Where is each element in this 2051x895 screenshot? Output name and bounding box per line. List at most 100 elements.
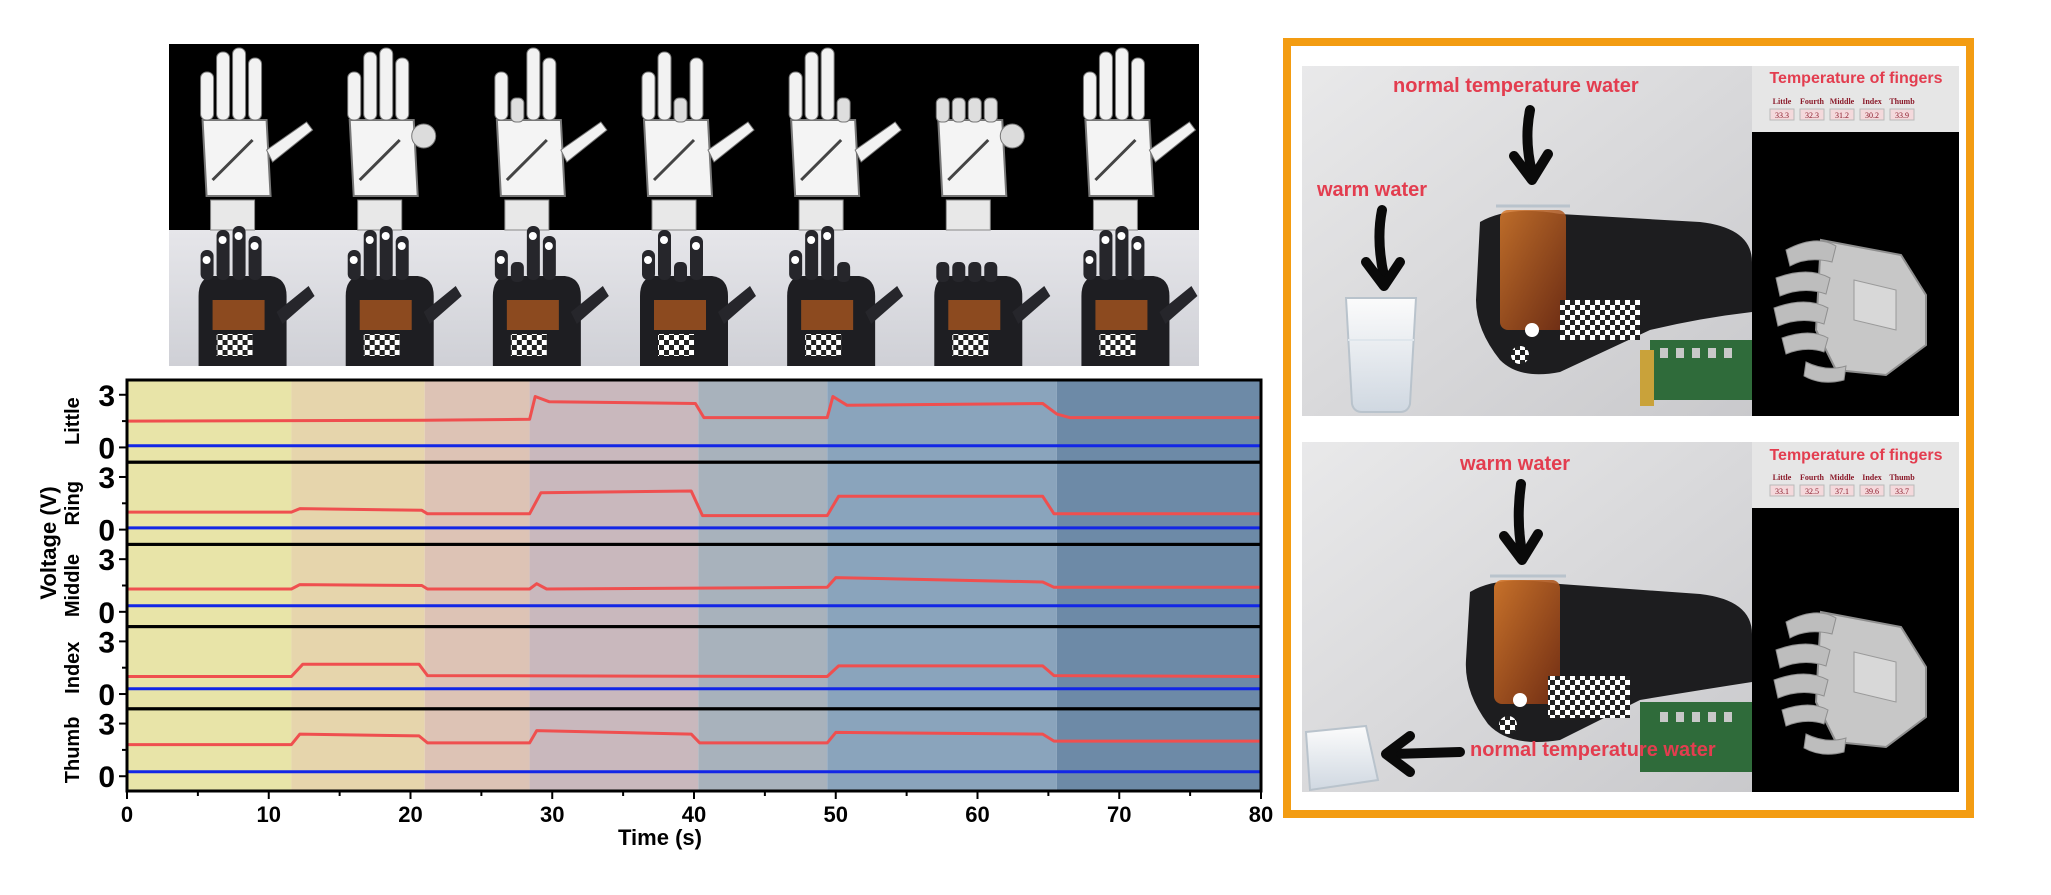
- scene-2-screen-title: Temperature of fingers: [1769, 447, 1942, 464]
- scene-2-label-warm-water: warm water: [1459, 453, 1570, 475]
- scene-1-temperature-table: Little 33.3 Fourth 32.3 Middle 31.2 Index 30.2 T…: [1769, 97, 1915, 121]
- x-tick-label: 30: [540, 802, 564, 827]
- finger-name: Middle: [1830, 97, 1855, 106]
- panel-name-little: Little: [62, 397, 84, 445]
- temp-cell: [1889, 108, 1915, 121]
- y-axis-label: Voltage (V): [36, 486, 61, 599]
- scene-2-arrow-a: [1513, 479, 1527, 557]
- glove-photo-open: [1081, 226, 1198, 366]
- temp-cell: [1829, 108, 1855, 121]
- y-tick-label: 0: [98, 432, 115, 465]
- phase-band: [127, 380, 292, 791]
- y-tick-label: 3: [98, 709, 115, 742]
- x-tick-label: 20: [398, 802, 422, 827]
- finger-temperature: 33.7: [1895, 487, 1909, 496]
- finger-temperature: 32.3: [1805, 111, 1819, 120]
- panel-thumb: 0 3 Thumb: [62, 707, 1263, 794]
- robot-hand-thumb-bent: [347, 47, 437, 231]
- glove-photo-index-bent: [198, 226, 315, 366]
- scene-2-glove: [1465, 574, 1752, 742]
- scene-1-glove: [1476, 204, 1752, 375]
- x-tick-label: 60: [965, 802, 989, 827]
- scene-2: warm water normal temperature water Temp…: [1302, 442, 1959, 792]
- x-tick-label: 10: [257, 802, 281, 827]
- finger-temperature: 37.1: [1835, 487, 1849, 496]
- y-tick-label: 0: [98, 597, 115, 630]
- scene-1: normal temperature water warm water Temp…: [1302, 66, 1959, 416]
- scene-2-screen-header: [1752, 442, 1959, 508]
- finger-temperature: 30.2: [1865, 111, 1879, 120]
- series-line-red: [127, 729, 1261, 747]
- scene-1-arrow-b: [1374, 205, 1389, 281]
- glove-photo-palm-bent: [787, 226, 904, 366]
- temperature-demo-panel: normal temperature water warm water Temp…: [1283, 38, 1974, 818]
- orange-frame: [1283, 38, 1974, 818]
- glove-photo-thumb-bent: [345, 226, 462, 366]
- phase-band: [529, 380, 699, 791]
- y-tick-label: 0: [98, 761, 115, 794]
- y-tick-label: 3: [98, 380, 115, 413]
- series-line-red: [127, 662, 1262, 678]
- y-tick-label: 3: [98, 462, 115, 495]
- robot-hand-row: [200, 47, 1197, 231]
- temp-cell: [1769, 484, 1795, 497]
- robot-hand-open: [1082, 47, 1197, 231]
- series-line-red: [127, 576, 1261, 591]
- x-axis-label: Time (s): [618, 825, 702, 850]
- glove-photo-row: [198, 226, 1198, 366]
- finger-temperature: 32.5: [1805, 487, 1819, 496]
- phase-band: [698, 380, 828, 791]
- x-axis: 0 10 20 30 40 50 60 70 80: [121, 791, 1273, 827]
- temp-cell: [1859, 484, 1885, 497]
- scene-1-screen-header: [1752, 66, 1959, 132]
- scene-2-temperature-table: Little 33.1 Fourth 32.5 Middle 37.1 Index 39.6 T…: [1769, 473, 1915, 497]
- x-tick-label: 0: [121, 802, 133, 827]
- y-tick-label: 0: [98, 679, 115, 712]
- finger-name: Thumb: [1889, 473, 1915, 482]
- temp-cell: [1799, 108, 1825, 121]
- temp-cell: [1859, 108, 1885, 121]
- hand-gesture-strip: [169, 44, 1199, 366]
- temp-cell: [1799, 484, 1825, 497]
- y-tick-label: 3: [98, 626, 115, 659]
- series-line-red: [127, 489, 1261, 518]
- phase-band: [424, 380, 530, 791]
- scene-1-arrow-a: [1522, 105, 1537, 177]
- scene-1-small-beaker: [1344, 297, 1418, 413]
- y-tick-label: 0: [98, 515, 115, 548]
- scene-1-robot-hand-render: [1773, 238, 1927, 383]
- x-tick-label: 50: [824, 802, 848, 827]
- panel-name-ring: Ring: [62, 481, 84, 525]
- finger-name: Thumb: [1889, 97, 1915, 106]
- phase-band: [827, 380, 1057, 791]
- robot-hand-ring-bent: [494, 47, 608, 231]
- scene-2-small-beaker: [1304, 724, 1380, 792]
- glove-photo-fist: [934, 262, 1051, 366]
- series-line-red: [126, 395, 1261, 423]
- scene-2-robot-hand-render: [1773, 610, 1927, 755]
- finger-name: Little: [1773, 473, 1792, 482]
- finger-name: Index: [1862, 473, 1882, 482]
- x-tick-label: 80: [1249, 802, 1273, 827]
- x-tick-label: 70: [1107, 802, 1131, 827]
- panel-name-middle: Middle: [62, 554, 84, 617]
- panel-little: 0 3 Little: [62, 378, 1263, 465]
- robot-hand-middle-bent: [641, 51, 755, 231]
- scene-1-label-normal-water: normal temperature water: [1393, 75, 1639, 97]
- finger-temperature: 31.2: [1835, 111, 1849, 120]
- finger-name: Middle: [1830, 473, 1855, 482]
- finger-temperature: 33.9: [1895, 111, 1909, 120]
- finger-name: Little: [1773, 97, 1792, 106]
- scene-2-arrow-b: [1389, 747, 1465, 759]
- temp-cell: [1829, 484, 1855, 497]
- finger-temperature: 39.6: [1865, 487, 1879, 496]
- glove-photo-ring-bent: [492, 226, 609, 366]
- robot-hand-fist: [935, 97, 1025, 231]
- finger-name: Fourth: [1800, 473, 1825, 482]
- finger-name: Fourth: [1800, 97, 1825, 106]
- panel-name-thumb: Thumb: [62, 717, 84, 784]
- finger-temperature: 33.1: [1775, 487, 1789, 496]
